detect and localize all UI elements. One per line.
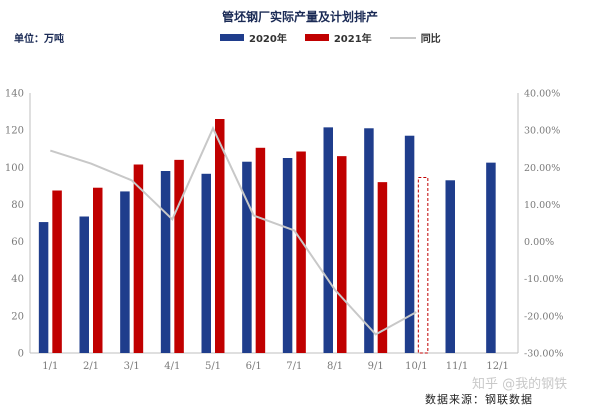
x-tick-label: 10/1 (405, 361, 427, 372)
x-tick-label: 1/1 (42, 361, 58, 372)
y-left-tick-label: 140 (5, 89, 24, 100)
bar-2020 (201, 173, 211, 353)
y-left-tick-label: 120 (5, 126, 24, 137)
yoy-line (49, 125, 417, 336)
bar-2021 (174, 159, 184, 353)
legend-label-yoy: 同比 (420, 34, 441, 45)
bar-2020 (38, 222, 49, 353)
bar-2021 (93, 187, 103, 353)
legend-label-2021: 2021年 (333, 34, 372, 45)
bar-2021 (255, 147, 266, 353)
bar-2021 (377, 182, 388, 353)
x-tick-label: 2/1 (83, 361, 99, 372)
bar-2021-planned (417, 177, 429, 354)
y-right-tick-label: -20.00% (524, 311, 563, 322)
y-left-tick-label: 0 (18, 349, 24, 360)
legend-swatch-2020 (220, 34, 244, 41)
x-tick-label: 6/1 (246, 361, 262, 372)
bar-2020 (160, 171, 171, 353)
bar-2020 (364, 128, 374, 353)
chart-legend: 2020年 2021年 同比 (220, 30, 441, 45)
y-right-tick-label: 40.00% (524, 89, 560, 100)
y-right-tick-label: -30.00% (524, 349, 563, 360)
x-tick-label: 5/1 (205, 361, 221, 372)
bar-2020 (242, 161, 252, 353)
bar-2020 (323, 127, 333, 353)
y-left-tick-label: 40 (11, 274, 24, 285)
legend-item-yoy: 同比 (389, 30, 441, 45)
bar-2020 (120, 191, 130, 353)
bar-2020 (404, 135, 415, 353)
x-tick-label: 8/1 (327, 361, 343, 372)
x-tick-label: 4/1 (164, 361, 180, 372)
y-right-tick-label: -10.00% (524, 274, 563, 285)
bar-2021 (296, 151, 306, 353)
unit-label: 单位：万吨 (14, 34, 64, 45)
x-tick-label: 3/1 (124, 361, 140, 372)
bar-2021 (215, 119, 225, 353)
y-right-tick-label: 30.00% (524, 126, 560, 137)
y-left-tick-label: 100 (5, 163, 24, 174)
source-note: 数据来源：钢联数据 (425, 393, 533, 406)
bar-2021 (337, 156, 347, 353)
x-tick-label: 12/1 (486, 361, 508, 372)
chart-title: 管坯钢厂实际产量及计划排产 (221, 10, 378, 24)
legend-label-2020: 2020年 (249, 34, 287, 45)
bar-2021 (52, 190, 62, 353)
y-left-tick-label: 60 (11, 237, 24, 248)
legend-item-2021: 2021年 (304, 30, 372, 45)
x-tick-label: 9/1 (368, 361, 384, 372)
y-left-tick-label: 80 (11, 200, 24, 211)
y-right-tick-label: 20.00% (524, 163, 560, 174)
x-tick-label: 11/1 (446, 361, 468, 372)
y-right-tick-label: 0.00% (524, 237, 554, 248)
legend-item-2020: 2020年 (220, 30, 287, 45)
bar-2021 (133, 164, 144, 353)
legend-swatch-2021 (304, 34, 329, 41)
y-right-tick-label: 10.00% (524, 200, 560, 211)
x-tick-label: 7/1 (286, 361, 302, 372)
bar-2020 (79, 216, 89, 353)
bar-2020 (486, 162, 496, 353)
watermark: 知乎 @我的钢铁 (472, 377, 568, 392)
y-left-tick-label: 20 (11, 311, 24, 322)
bar-2020 (282, 158, 293, 353)
legend-swatch-yoy (389, 36, 416, 39)
bar-2020 (445, 180, 455, 353)
